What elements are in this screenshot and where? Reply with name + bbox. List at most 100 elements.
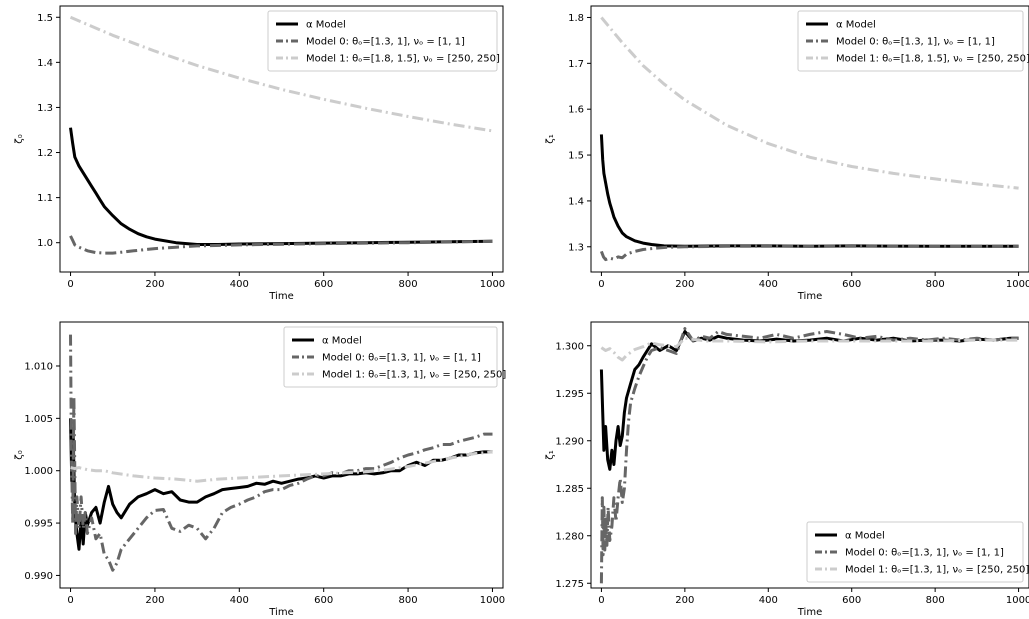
- series-line-0: [69, 127, 493, 246]
- y-tick-label: 1.4: [37, 58, 53, 69]
- legend: α Model Model 0: θₒ=[1.3, 1], νₒ = [1, 1]…: [797, 10, 1029, 72]
- series-line-1: [69, 235, 493, 255]
- series-line-2: [600, 16, 1019, 190]
- y-tick-label: 1.5: [37, 13, 53, 24]
- y-tick-label: 1.8: [568, 13, 584, 24]
- x-tick-label: 1000: [480, 595, 505, 606]
- x-tick-label: 600: [314, 279, 333, 290]
- y-tick-label: 1.005: [24, 414, 53, 425]
- y-tick-label: 1.280: [555, 531, 584, 542]
- x-tick-label: 400: [230, 279, 249, 290]
- series-group: [69, 334, 493, 572]
- legend-label-1: Model 0: θₒ=[1.3, 1], νₒ = [1, 1]: [836, 37, 995, 48]
- series-line-0: [599, 134, 1019, 248]
- legend-label-2: Model 1: θₒ=[1.3, 1], νₒ = [250, 250]: [322, 370, 506, 381]
- y-axis-label: ζ₀: [14, 134, 25, 143]
- legend-label-1: Model 0: θₒ=[1.3, 1], νₒ = [1, 1]: [845, 548, 1004, 559]
- legend-label-2: Model 1: θₒ=[1.8, 1.5], νₒ = [250, 250]: [306, 54, 500, 65]
- y-tick-label: 1.7: [568, 59, 584, 70]
- legend-box: [797, 10, 1024, 72]
- x-tick-label: 600: [314, 595, 333, 606]
- y-tick-label: 1.4: [568, 196, 584, 207]
- series-line-1: [599, 327, 1019, 584]
- legend-label-1: Model 0: θₒ=[1.3, 1], νₒ = [1, 1]: [322, 353, 481, 364]
- x-axis-label: Time: [268, 607, 293, 618]
- legend-label-0: α Model: [845, 531, 885, 542]
- series-line-2: [70, 450, 493, 483]
- series-group: [599, 327, 1019, 584]
- y-tick-label: 1.5: [568, 151, 584, 162]
- chart-panel-top-left: 0 200 400 600 800 1000 1.0 1.1 1.2 1.3 1.4 1.5 Time ζ…: [14, 5, 505, 302]
- series-line-2: [600, 336, 1019, 362]
- x-axis-label: Time: [268, 291, 293, 302]
- x-tick-label: 200: [675, 595, 694, 606]
- chart-panel-bottom-left: 0 200 400 600 800 1000 0.990 0.995 1.000 1.005 1.0…: [14, 321, 506, 618]
- legend: α Model Model 0: θₒ=[1.3, 1], νₒ = [1, 1]…: [283, 326, 506, 388]
- y-tick-label: 1.3: [568, 242, 584, 253]
- series-group: [69, 15, 493, 255]
- series-line-1: [599, 244, 1019, 262]
- y-axis-label: ζ₁: [545, 450, 556, 459]
- axes-frame: [590, 321, 1029, 589]
- series-line-0: [69, 418, 493, 551]
- legend: α Model Model 0: θₒ=[1.3, 1], νₒ = [1, 1]…: [267, 10, 500, 72]
- x-tick-label: 0: [67, 279, 73, 290]
- y-tick-label: 1.6: [568, 105, 584, 116]
- x-tick-label: 200: [675, 279, 694, 290]
- series-group: [599, 16, 1019, 262]
- y-tick-label: 1.010: [24, 361, 53, 372]
- series-line-2: [69, 15, 493, 133]
- legend-label-2: Model 1: θₒ=[1.8, 1.5], νₒ = [250, 250]: [836, 54, 1029, 65]
- legend-label-0: α Model: [306, 20, 346, 31]
- x-tick-label: 800: [399, 595, 418, 606]
- x-tick-label: 800: [399, 279, 418, 290]
- y-tick-label: 1.295: [555, 389, 584, 400]
- x-tick-label: 0: [598, 279, 604, 290]
- y-tick-label: 1.2: [37, 148, 53, 159]
- series-line-0: [599, 330, 1019, 471]
- legend-label-0: α Model: [322, 336, 362, 347]
- x-tick-label: 200: [145, 279, 164, 290]
- x-axis-label: Time: [797, 291, 822, 302]
- legend-label-0: α Model: [836, 20, 876, 31]
- x-tick-label: 800: [926, 279, 945, 290]
- legend-label-1: Model 0: θₒ=[1.3, 1], νₒ = [1, 1]: [306, 37, 465, 48]
- legend-box: [806, 521, 1024, 583]
- y-tick-label: 1.3: [37, 103, 53, 114]
- axes-frame: [59, 5, 504, 273]
- y-tick-label: 0.995: [24, 519, 53, 530]
- chart-panel-top-right: 0 200 400 600 800 1000 1.3 1.4 1.5 1.6 1.7 1.8 Time ζ…: [545, 5, 1029, 302]
- y-tick-label: 1.300: [555, 341, 584, 352]
- x-tick-label: 1000: [1006, 595, 1029, 606]
- legend: α Model Model 0: θₒ=[1.3, 1], νₒ = [1, 1]…: [806, 521, 1029, 583]
- legend-box: [283, 326, 498, 388]
- legend-box: [267, 10, 498, 72]
- x-tick-label: 1000: [480, 279, 505, 290]
- axes-frame: [59, 321, 504, 589]
- x-tick-label: 400: [759, 595, 778, 606]
- y-tick-label: 1.000: [24, 466, 53, 477]
- x-axis-label: Time: [797, 607, 822, 618]
- y-axis-label: ζ₀: [14, 450, 25, 459]
- legend-label-2: Model 1: θₒ=[1.3, 1], νₒ = [250, 250]: [845, 565, 1029, 576]
- x-tick-label: 600: [842, 595, 861, 606]
- x-tick-label: 400: [759, 279, 778, 290]
- chart-panel-bottom-right: 0 200 400 600 800 1000 1.275 1.280 1.285 1.290 1.2…: [545, 321, 1029, 618]
- y-tick-label: 1.275: [555, 579, 584, 590]
- y-axis-label: ζ₁: [545, 134, 556, 143]
- y-tick-label: 1.0: [37, 238, 53, 249]
- x-tick-label: 400: [230, 595, 249, 606]
- x-tick-label: 0: [598, 595, 604, 606]
- series-line-1: [69, 334, 493, 572]
- axes-frame: [590, 5, 1029, 273]
- y-tick-label: 1.290: [555, 436, 584, 447]
- x-tick-label: 800: [926, 595, 945, 606]
- x-tick-label: 600: [842, 279, 861, 290]
- y-tick-label: 0.990: [24, 571, 53, 582]
- x-tick-label: 0: [67, 595, 73, 606]
- y-tick-label: 1.1: [37, 193, 53, 204]
- y-tick-label: 1.285: [555, 484, 584, 495]
- x-tick-label: 1000: [1006, 279, 1029, 290]
- x-tick-label: 200: [145, 595, 164, 606]
